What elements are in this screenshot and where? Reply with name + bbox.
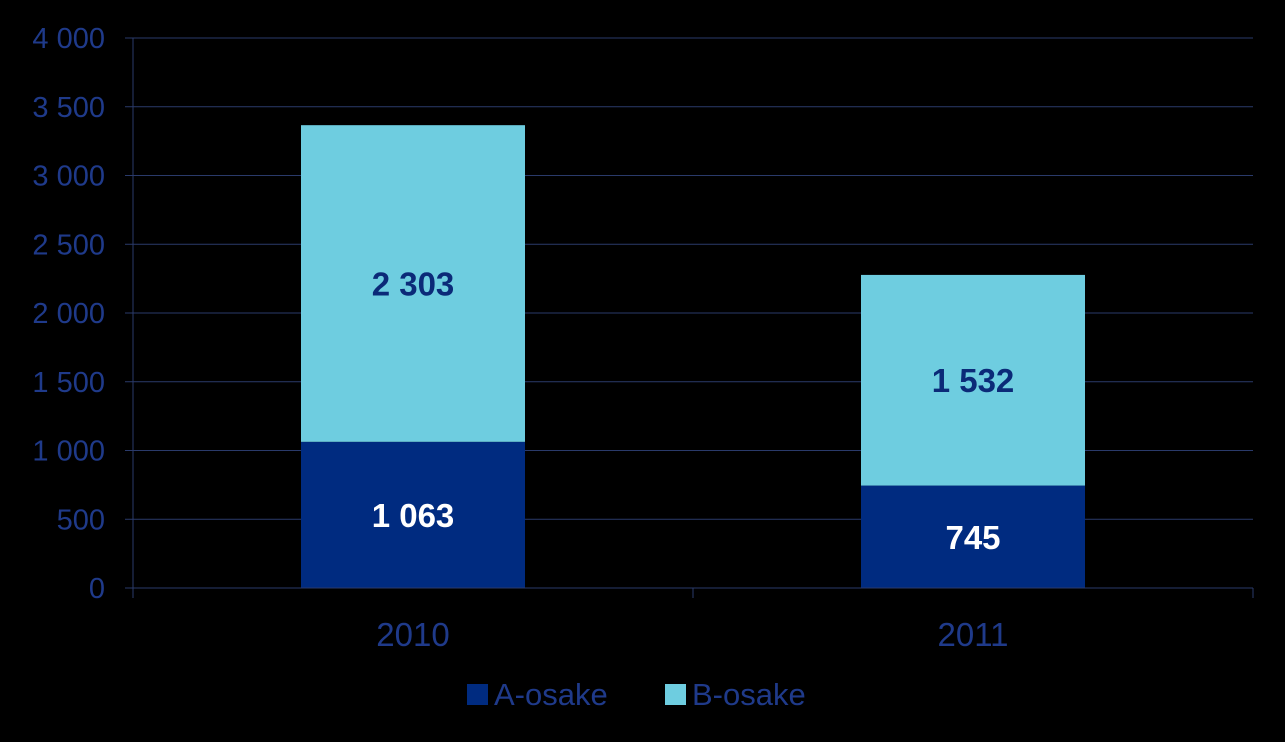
y-tick-label: 0	[89, 573, 105, 605]
y-tick-label: 500	[57, 504, 105, 536]
bars: 1 063 2 303 745 1 532	[301, 125, 1085, 588]
y-tick-label: 3 000	[32, 161, 105, 193]
data-label: 745	[945, 519, 1000, 556]
legend-label: A-osake	[494, 677, 608, 712]
x-tick-label: 2011	[938, 616, 1009, 653]
y-tick-label: 3 500	[32, 92, 105, 124]
x-axis-ticks: 2010 2011	[132, 588, 1254, 653]
y-tick-label: 2 500	[32, 229, 105, 261]
bar-b-osake-2010	[301, 125, 525, 442]
y-tick-label: 1 500	[32, 367, 105, 399]
data-label: 1 532	[932, 362, 1015, 399]
legend-swatch	[467, 684, 488, 705]
x-tick-label: 2010	[376, 616, 449, 653]
bar-a-osake-2011	[861, 485, 1085, 588]
y-tick-label: 1 000	[32, 436, 105, 468]
y-tick-label: 2 000	[32, 298, 105, 330]
legend-swatch	[665, 684, 686, 705]
legend: A-osake B-osake	[467, 677, 806, 712]
y-tick-label: 4 000	[32, 23, 105, 55]
bar-b-osake-2011	[861, 274, 1085, 486]
data-label: 1 063	[372, 497, 455, 534]
data-label: 2 303	[372, 266, 455, 303]
y-axis-ticks: 0 500 1 000 1 500 2 000 2 500 3 000 3 500 4 000	[32, 23, 133, 605]
bar-a-osake-2010	[301, 441, 525, 588]
legend-label: B-osake	[692, 677, 806, 712]
